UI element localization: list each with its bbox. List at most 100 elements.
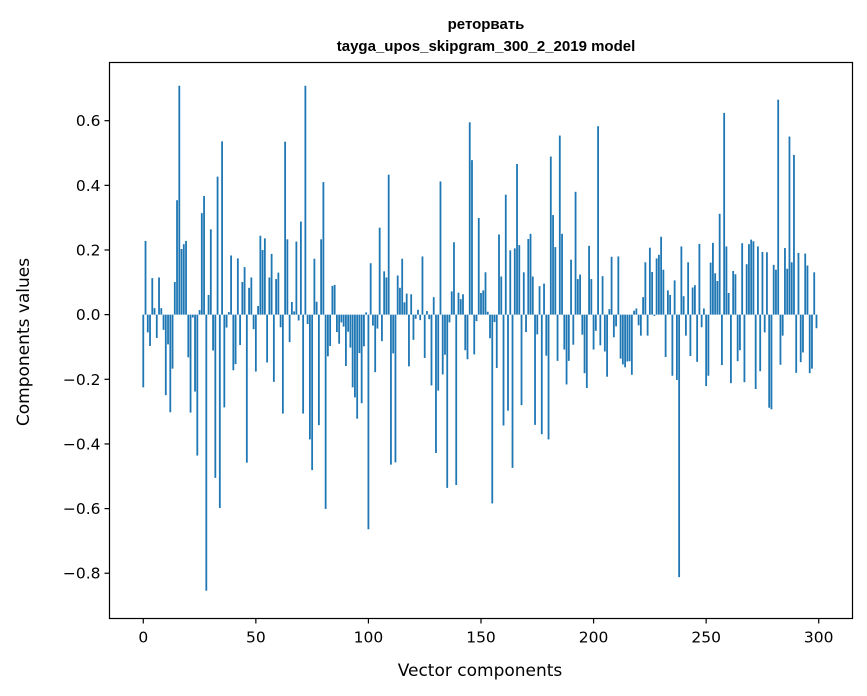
bar	[727, 292, 730, 315]
bar	[525, 314, 527, 333]
bar	[565, 314, 568, 385]
bar	[290, 302, 293, 315]
bar	[513, 248, 516, 315]
bar	[331, 285, 334, 315]
bar	[313, 258, 316, 315]
bar	[200, 213, 203, 315]
bar	[182, 244, 185, 315]
bar	[304, 85, 307, 315]
bar	[775, 269, 777, 315]
bar	[576, 279, 579, 315]
bar	[250, 277, 253, 315]
bar	[743, 314, 746, 383]
bar	[540, 314, 543, 435]
bar	[473, 314, 476, 355]
bar	[403, 302, 406, 315]
bar	[468, 122, 471, 315]
bar	[608, 309, 611, 315]
bar	[293, 311, 296, 315]
bar	[610, 256, 613, 315]
bar	[414, 314, 417, 319]
bar	[813, 272, 816, 315]
bar	[259, 235, 262, 315]
bar	[759, 314, 762, 372]
bar	[516, 164, 518, 315]
bar	[261, 249, 264, 315]
bar	[230, 255, 232, 315]
bar	[369, 263, 372, 315]
bar	[383, 271, 386, 315]
bar	[239, 314, 241, 346]
bar	[475, 314, 478, 322]
bar	[621, 314, 624, 365]
bar	[588, 245, 590, 315]
bar	[270, 253, 273, 315]
bar	[207, 294, 210, 315]
bar	[245, 314, 248, 463]
y-tick-label: 0.2	[76, 241, 101, 259]
x-tick-label: 250	[691, 629, 721, 647]
bar	[387, 174, 390, 315]
bar	[356, 314, 359, 419]
bar	[748, 244, 750, 315]
bar	[554, 247, 557, 315]
bar	[227, 312, 230, 315]
bar	[176, 200, 178, 315]
bar	[635, 308, 638, 315]
bar	[579, 274, 581, 315]
bar	[203, 196, 205, 315]
bar	[531, 276, 534, 315]
bar	[657, 254, 660, 315]
bar	[716, 281, 719, 315]
bar	[232, 314, 235, 371]
bar	[757, 246, 759, 315]
bar	[299, 221, 302, 315]
bar	[446, 314, 449, 488]
bar	[682, 296, 685, 315]
bar	[543, 283, 545, 315]
bar	[396, 275, 399, 315]
bar	[599, 314, 602, 346]
bar	[281, 314, 284, 414]
bar	[450, 291, 453, 315]
bar	[302, 314, 305, 414]
bar	[376, 314, 379, 329]
bar	[223, 314, 226, 408]
bar	[306, 314, 309, 325]
bar	[563, 314, 566, 350]
bar	[673, 280, 676, 315]
bar	[354, 314, 356, 398]
bar	[538, 286, 541, 315]
bar	[444, 314, 446, 355]
bar	[500, 276, 503, 315]
bar	[288, 314, 291, 343]
bar	[448, 314, 451, 323]
bar	[360, 314, 363, 404]
bar	[617, 256, 620, 315]
bar	[464, 314, 467, 351]
bar	[155, 314, 158, 338]
bar	[336, 314, 338, 333]
bar	[408, 314, 410, 367]
bar	[198, 310, 201, 315]
chart-subtitle: tayga_upos_skipgram_300_2_2019 model	[337, 38, 636, 55]
bar	[779, 314, 782, 365]
bar	[225, 314, 228, 328]
bar	[684, 314, 687, 336]
bar	[547, 314, 550, 440]
x-axis-ticks: 0 50 100 150 200 250 300	[138, 618, 834, 647]
bar	[671, 314, 674, 376]
bar	[606, 314, 608, 377]
bar	[459, 299, 462, 315]
bar	[405, 293, 408, 315]
bar	[286, 239, 289, 315]
bar	[178, 85, 181, 315]
bar	[212, 314, 214, 351]
bar	[597, 126, 599, 315]
bar	[626, 314, 629, 362]
bar	[257, 305, 259, 315]
bar	[567, 314, 570, 361]
plot-frame	[108, 61, 854, 620]
bar	[781, 314, 784, 336]
